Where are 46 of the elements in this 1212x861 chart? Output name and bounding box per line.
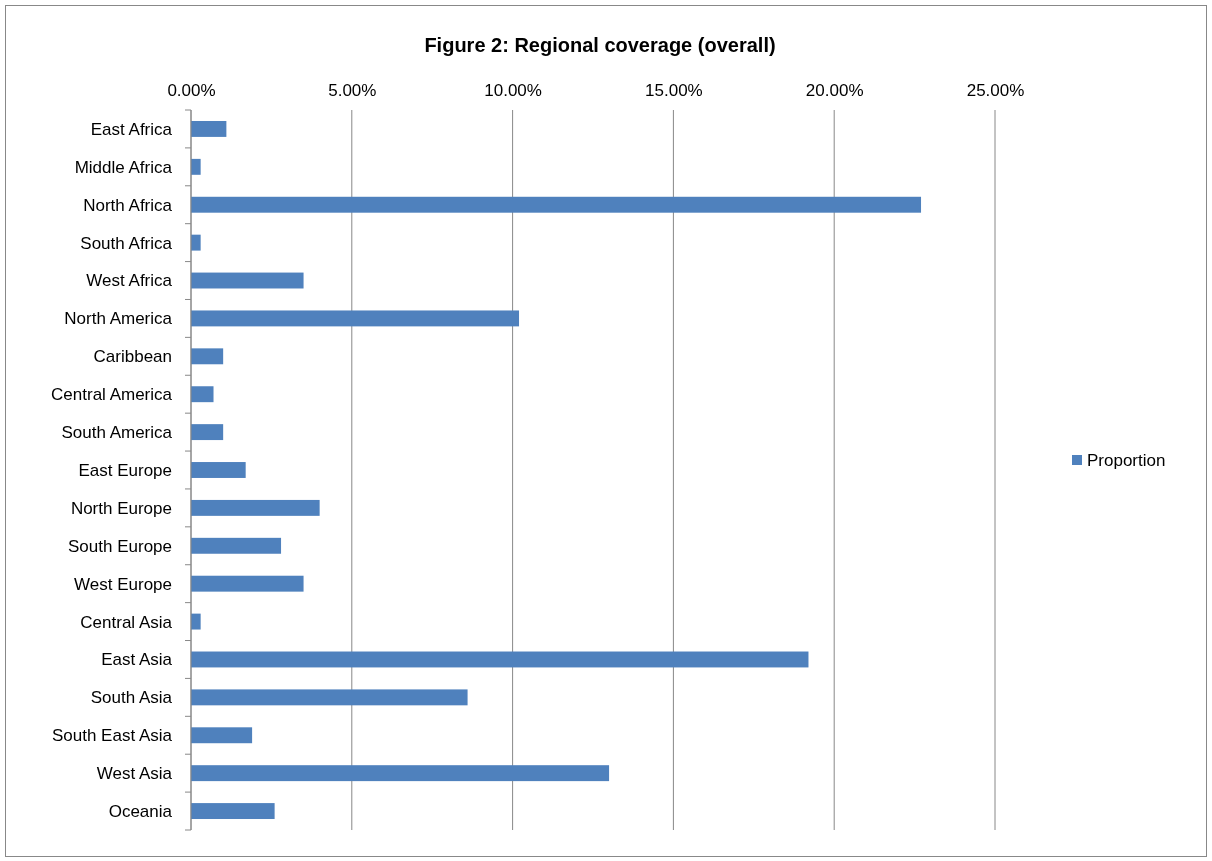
bar [191, 272, 304, 289]
bar [191, 462, 246, 478]
x-tick-label: 20.00% [805, 81, 864, 100]
bar [191, 196, 922, 213]
bar [191, 234, 201, 251]
bar [191, 424, 224, 441]
bar [191, 499, 320, 516]
y-tick-label: East Asia [101, 650, 173, 670]
y-tick-label: South Africa [80, 233, 173, 253]
x-tick-label: 10.00% [484, 81, 542, 100]
bar [191, 803, 275, 820]
y-tick-label: Central Asia [80, 612, 173, 632]
bar [191, 537, 282, 554]
x-tick-label: 25.00% [966, 81, 1025, 100]
y-tick-label: Middle Africa [74, 157, 173, 177]
y-tick-label: North Africa [83, 195, 173, 215]
bar [191, 310, 520, 327]
y-tick-label: South America [61, 423, 173, 443]
y-tick-label: Caribbean [93, 347, 172, 367]
y-tick-label: Central America [51, 385, 173, 405]
bar [191, 348, 224, 365]
bar [191, 575, 304, 592]
x-tick-label: 5.00% [328, 81, 377, 100]
y-tick-label: East Africa [90, 119, 173, 139]
y-tick-label: West Africa [86, 271, 173, 291]
y-tick-label: East Europe [78, 460, 172, 480]
bar [191, 386, 214, 403]
x-tick-label: 0.00% [167, 81, 216, 100]
y-tick-label: South Asia [90, 688, 173, 708]
bar [191, 120, 227, 137]
y-tick-label: West Asia [96, 764, 173, 784]
bar [191, 613, 201, 630]
bar [191, 727, 253, 744]
y-tick-label: North America [64, 309, 173, 329]
bar [191, 689, 468, 706]
bar [191, 158, 201, 175]
bar [191, 765, 610, 782]
y-tick-label: South East Asia [51, 726, 173, 746]
y-tick-label: Oceania [108, 802, 173, 821]
chart-title: Figure 2: Regional coverage (overall) [424, 34, 776, 56]
y-tick-label: North Europe [70, 498, 172, 518]
y-tick-label: West Europe [74, 574, 172, 594]
x-tick-label: 15.00% [645, 81, 703, 100]
y-tick-label: South Europe [68, 536, 172, 556]
legend-label: Proportion [1087, 450, 1166, 470]
bar [191, 651, 809, 668]
